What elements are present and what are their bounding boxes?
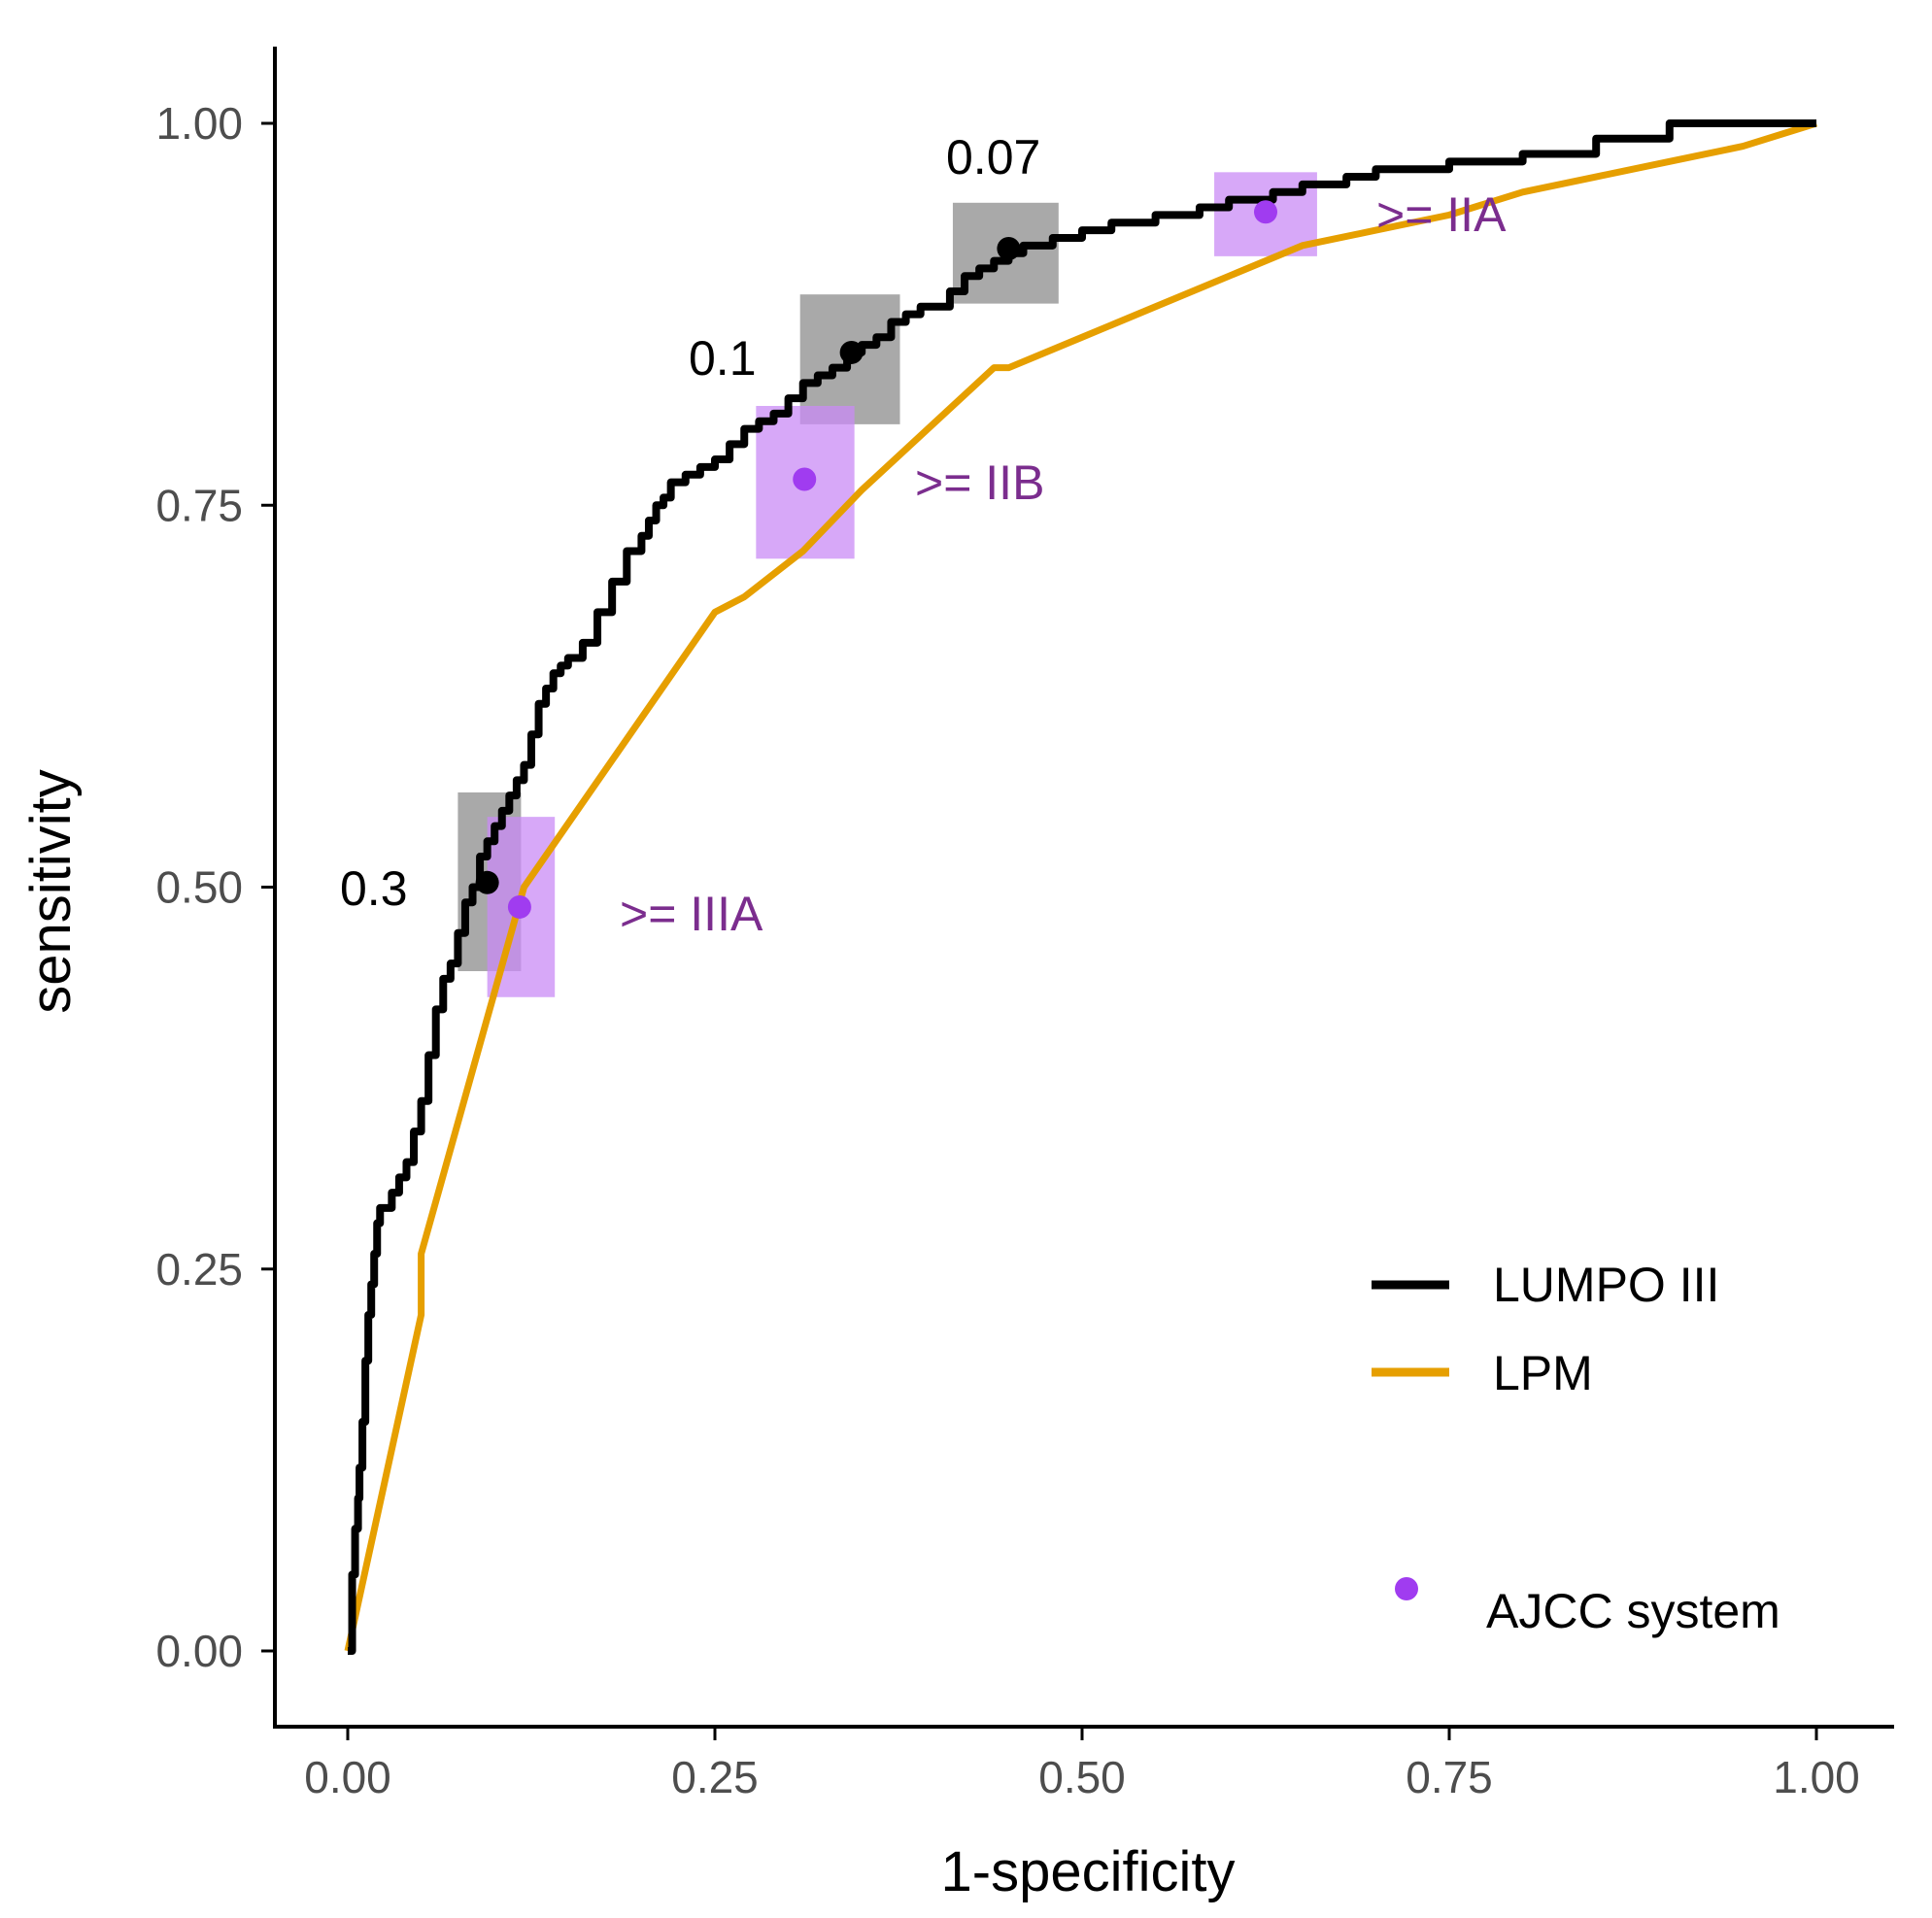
ajcc-label-2: >= IIA	[1376, 187, 1507, 242]
series-line-lumpo	[348, 119, 1816, 1655]
point-labels: 0.3 0.1 0.07 >= IIIA >= IIB >= IIA	[340, 130, 1507, 941]
ajcc-point-1	[793, 467, 817, 491]
threshold-point-1	[839, 340, 864, 364]
x-tick-label-4: 1.00	[1773, 1752, 1860, 1802]
x-tick-label-2: 0.50	[1038, 1752, 1126, 1802]
ajcc-point-2	[1254, 200, 1277, 224]
roc-curves	[344, 119, 1818, 1655]
y-tick-label-4: 1.00	[155, 98, 243, 149]
threshold-label-2: 0.07	[946, 130, 1040, 185]
y-tick-label-3: 0.75	[155, 480, 243, 530]
x-axis-title: 1-specificity	[941, 1840, 1236, 1903]
y-tick-label-2: 0.50	[155, 862, 243, 913]
x-tick-label-0: 0.00	[304, 1752, 391, 1802]
legend-swatch-ajcc	[1395, 1577, 1418, 1600]
roc-points	[475, 200, 1277, 919]
legend-label-ajcc: AJCC system	[1486, 1584, 1780, 1638]
y-tick-label-1: 0.25	[155, 1244, 243, 1295]
legend-label-lumpo: LUMPO III	[1493, 1258, 1719, 1312]
threshold-point-2	[997, 236, 1021, 260]
legend: LUMPO III LPM AJCC system	[1372, 1258, 1780, 1638]
ajcc-label-1: >= IIB	[915, 455, 1044, 510]
threshold-label-1: 0.1	[689, 331, 757, 386]
x-tick-label-3: 0.75	[1406, 1752, 1493, 1802]
x-tick-label-1: 0.25	[671, 1752, 759, 1802]
y-axis-title: sensitivity	[19, 769, 83, 1013]
ajcc-point-0	[507, 894, 531, 919]
ajcc-label-0: >= IIIA	[620, 887, 763, 941]
threshold-label-0: 0.3	[340, 861, 408, 916]
y-tick-label-0: 0.00	[155, 1626, 243, 1676]
axis-ticks: 0.00 0.25 0.50 0.75 1.00 0.00 0.25 0.50 0.75 1.00	[155, 98, 1859, 1802]
threshold-point-0	[475, 870, 499, 894]
series-line-lpm	[344, 119, 1818, 1652]
legend-label-lpm: LPM	[1493, 1346, 1593, 1400]
